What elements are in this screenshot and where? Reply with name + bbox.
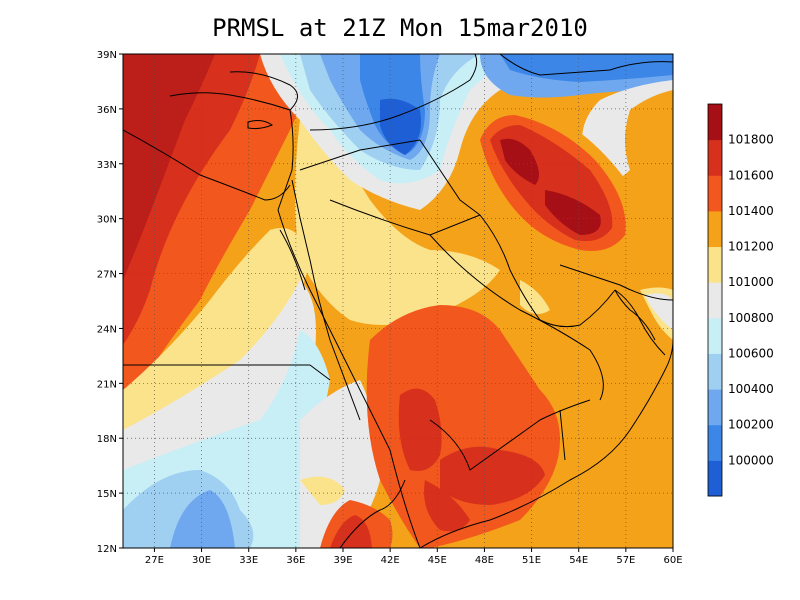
lon-tick-label: 39E xyxy=(333,555,352,566)
colorbar-swatch xyxy=(708,175,722,212)
pressure-field xyxy=(123,54,673,548)
colorbar-swatch xyxy=(708,424,722,461)
colorbar-swatch xyxy=(708,139,722,176)
lon-tick-label: 36E xyxy=(286,555,305,566)
lon-tick-label: 45E xyxy=(428,555,447,566)
lon-tick-label: 57E xyxy=(616,555,635,566)
lon-tick-label: 30E xyxy=(192,555,211,566)
latitude-axis: 12N 15N 18N 21N 24N 27N 30N 33N 36N 39N xyxy=(97,50,123,555)
lat-tick-label: 33N xyxy=(97,160,117,171)
colorbar-label: 101000 xyxy=(728,275,774,289)
colorbar-swatch xyxy=(708,317,722,354)
colorbar-label: 100200 xyxy=(728,418,774,432)
colorbar-swatch xyxy=(708,389,722,426)
colorbar-swatch xyxy=(708,460,722,497)
colorbar-swatch xyxy=(708,353,722,390)
lat-tick-label: 15N xyxy=(97,489,117,500)
lat-tick-label: 12N xyxy=(97,544,117,555)
colorbar-swatch xyxy=(708,246,722,283)
colorbar-label: 100000 xyxy=(728,453,774,467)
colorbar-swatch xyxy=(708,282,722,319)
lat-tick-label: 27N xyxy=(97,270,117,281)
colorbar-label: 101200 xyxy=(728,240,774,254)
colorbar-frame xyxy=(707,103,723,497)
colorbar-label: 101600 xyxy=(728,168,774,182)
lat-tick-label: 30N xyxy=(97,215,117,226)
lat-tick-label: 36N xyxy=(97,105,117,116)
lon-tick-label: 60E xyxy=(663,555,682,566)
colorbar-label: 100600 xyxy=(728,346,774,360)
lat-tick-label: 24N xyxy=(97,324,117,335)
lon-tick-label: 42E xyxy=(381,555,400,566)
colorbar: 100000 100200 100400 100600 100800 101000 1012… xyxy=(707,103,774,497)
lon-tick-label: 27E xyxy=(145,555,164,566)
lon-tick-label: 51E xyxy=(522,555,541,566)
colorbar-swatch xyxy=(708,104,722,141)
lon-tick-label: 33E xyxy=(239,555,258,566)
lat-tick-label: 18N xyxy=(97,434,117,445)
map-title: PRMSL at 21Z Mon 15mar2010 xyxy=(212,14,588,42)
lat-tick-label: 21N xyxy=(97,379,117,390)
map-frame xyxy=(122,53,674,549)
colorbar-label: 101800 xyxy=(728,133,774,147)
longitude-axis: 27E 30E 33E 36E 39E 42E 45E 48E 51E 54E 57E 60E xyxy=(145,548,683,566)
lon-tick-label: 48E xyxy=(475,555,494,566)
colorbar-label: 100800 xyxy=(728,311,774,325)
colorbar-label: 101400 xyxy=(728,204,774,218)
lon-tick-label: 54E xyxy=(569,555,588,566)
colorbar-swatch xyxy=(708,210,722,248)
lat-tick-label: 39N xyxy=(97,50,117,61)
colorbar-label: 100400 xyxy=(728,382,774,396)
coastlines xyxy=(123,54,673,548)
